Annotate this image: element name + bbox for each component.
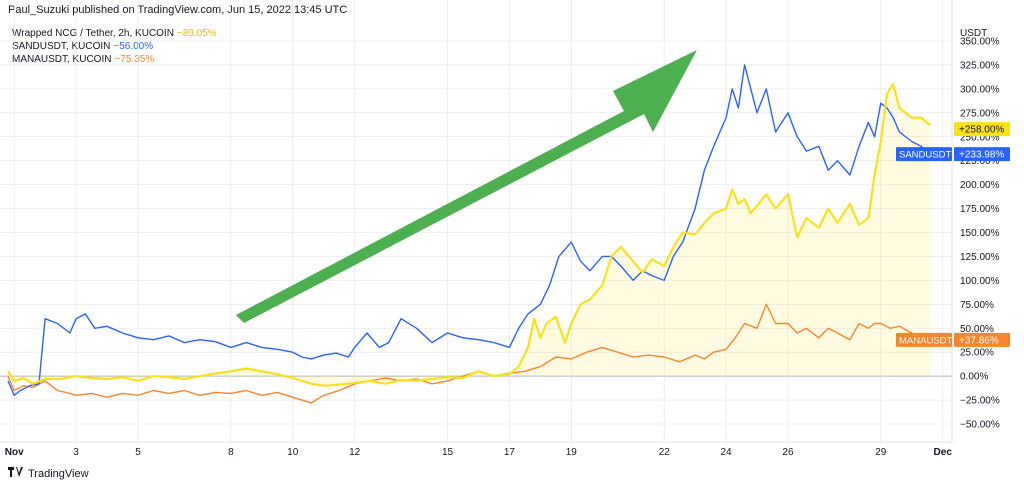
last-value-label-0: +258.00% bbox=[959, 125, 1004, 136]
y-tick-label: 0.00% bbox=[960, 372, 988, 383]
x-tick-label: Nov bbox=[5, 447, 24, 458]
series-tag-label-2: MANAUSDT bbox=[899, 335, 953, 346]
last-value-label-1: +233.98% bbox=[959, 150, 1004, 161]
y-tick-label: 250.00% bbox=[960, 132, 1000, 143]
y-tick-label: 100.00% bbox=[960, 276, 1000, 287]
tradingview-logo-icon[interactable] bbox=[8, 467, 24, 480]
legend-row-sand[interactable]: SANDUSDT, KUCOIN −56.00% bbox=[12, 40, 217, 53]
x-tick-label: 29 bbox=[875, 447, 887, 458]
last-value-tag-2 bbox=[954, 332, 1010, 347]
y-tick-label: 75.00% bbox=[960, 300, 994, 311]
time-axis: Nov 3 5 8 10 12 15 17 19 22 24 26 29 Dec bbox=[5, 447, 953, 458]
x-tick-label: 3 bbox=[73, 447, 79, 458]
legend-pct-mana: −75.35% bbox=[114, 54, 155, 65]
series-line-0 bbox=[7, 83, 932, 387]
tradingview-brand[interactable]: TradingView bbox=[28, 467, 89, 480]
arrow-layer bbox=[236, 50, 697, 323]
y-tick-label: 350.00% bbox=[960, 37, 1000, 48]
legend-row-mana[interactable]: MANAUSDT, KUCOIN −75.35% bbox=[12, 53, 217, 66]
series-fill-0 bbox=[8, 84, 931, 386]
x-tick-label: 8 bbox=[228, 447, 234, 458]
last-value-label-2: +37.86% bbox=[959, 335, 999, 346]
x-tick-label: 22 bbox=[659, 447, 671, 458]
legend-name-mana: MANAUSDT, KUCOIN bbox=[12, 54, 112, 65]
price-axis: 350.00% 325.00% 300.00% 275.00% 250.00% 225.0… bbox=[960, 37, 1000, 431]
y-tick-label: −25.00% bbox=[960, 396, 1000, 407]
x-tick-label: 19 bbox=[566, 447, 578, 458]
y-tick-label: 25.00% bbox=[960, 348, 994, 359]
x-tick-label: 17 bbox=[504, 447, 516, 458]
x-tick-label: 12 bbox=[349, 447, 361, 458]
chart-legend: Wrapped NCG / Tether, 2h, KUCOIN −89.05% … bbox=[12, 27, 217, 66]
last-value-tag-0 bbox=[954, 122, 1010, 137]
grid-layer bbox=[0, 0, 952, 442]
y-tick-label: 300.00% bbox=[960, 84, 1000, 95]
x-tick-label: 10 bbox=[287, 447, 299, 458]
y-tick-label: 325.00% bbox=[960, 60, 1000, 71]
x-tick-label: Dec bbox=[934, 447, 953, 458]
y-tick-label: 225.00% bbox=[960, 156, 1000, 167]
series-line-2 bbox=[7, 303, 931, 404]
series-tag-2 bbox=[896, 332, 952, 347]
x-tick-label: 24 bbox=[720, 447, 732, 458]
series-layer bbox=[7, 64, 932, 404]
x-tick-label: 26 bbox=[782, 447, 794, 458]
price-axis-unit: USDT bbox=[960, 28, 987, 39]
series-tag-label-1: SANDUSDT bbox=[899, 150, 951, 161]
legend-pct-ncg: −89.05% bbox=[176, 28, 217, 39]
y-tick-label: 125.00% bbox=[960, 252, 1000, 263]
last-value-tag-1 bbox=[954, 147, 1010, 162]
y-tick-label: −50.00% bbox=[960, 420, 1000, 431]
publisher-line: Paul_Suzuki published on TradingView.com… bbox=[8, 4, 348, 16]
series-line-1 bbox=[7, 64, 931, 396]
y-tick-label: 175.00% bbox=[960, 204, 1000, 215]
footer: TradingView bbox=[8, 467, 89, 480]
trend-arrow-icon bbox=[236, 50, 697, 323]
y-tick-label: 200.00% bbox=[960, 180, 1000, 191]
legend-row-ncg[interactable]: Wrapped NCG / Tether, 2h, KUCOIN −89.05% bbox=[12, 27, 217, 40]
x-tick-label: 15 bbox=[442, 447, 454, 458]
legend-pct-sand: −56.00% bbox=[113, 41, 154, 52]
series-tag-1 bbox=[896, 147, 952, 162]
legend-name-ncg: Wrapped NCG / Tether, 2h, KUCOIN bbox=[12, 28, 174, 39]
y-tick-label: 50.00% bbox=[960, 324, 994, 335]
legend-name-sand: SANDUSDT, KUCOIN bbox=[12, 41, 111, 52]
y-tick-label: 150.00% bbox=[960, 228, 1000, 239]
last-value-tags: +258.00% +233.98% SANDUSDT +37.86% MANAUSDT bbox=[896, 122, 1010, 347]
y-tick-label: 275.00% bbox=[960, 108, 1000, 119]
x-tick-label: 5 bbox=[135, 447, 141, 458]
